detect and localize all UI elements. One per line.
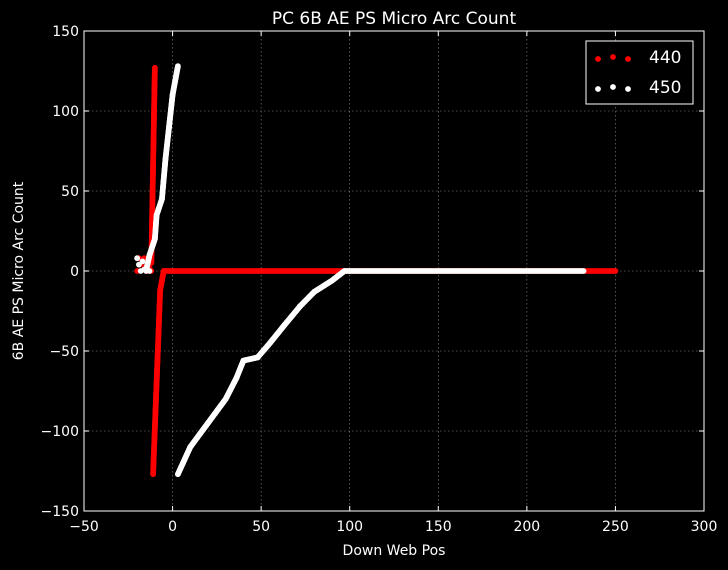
data-point [580, 268, 587, 274]
x-axis-label: Down Web Pos [343, 543, 446, 559]
y-tick-label: −150 [41, 504, 79, 520]
data-point [146, 268, 153, 274]
x-tick-label: 100 [336, 519, 363, 535]
y-tick-label: 150 [52, 24, 79, 40]
legend-marker-440 [595, 54, 631, 62]
legend-marker-dot [610, 84, 616, 90]
x-tick-label: 150 [425, 519, 452, 535]
data-point [139, 258, 146, 265]
x-tick-label: 0 [168, 519, 177, 535]
y-tick-label: 50 [61, 184, 79, 200]
legend-marker-dot [625, 56, 631, 62]
legend-marker-dot [595, 86, 601, 92]
legend-marker-450 [595, 84, 631, 92]
series-layer [134, 63, 619, 478]
data-point [141, 266, 148, 273]
x-tick-label: −50 [69, 519, 99, 535]
y-tick-label: −50 [49, 344, 79, 360]
legend-label-450: 450 [649, 78, 681, 98]
legend-label-440: 440 [649, 48, 681, 68]
data-point [144, 260, 151, 266]
chart-title: PC 6B AE PS Micro Arc Count [272, 9, 517, 29]
series-450 [134, 63, 587, 478]
ticks: −50 0 50 100 150 200 250 300 −150 −100 −50 0 50 100 15… [41, 24, 718, 535]
x-tick-label: 300 [691, 519, 718, 535]
y-axis-label: 6B AE PS Micro Arc Count [11, 181, 27, 360]
legend: 440 450 [585, 40, 694, 105]
data-point [134, 255, 141, 262]
data-point [174, 63, 181, 70]
x-tick-label: 50 [252, 519, 270, 535]
data-point [612, 268, 619, 274]
y-tick-label: 0 [70, 264, 79, 280]
legend-marker-dot [625, 86, 631, 92]
legend-marker-dot [610, 54, 616, 60]
legend-box [585, 40, 694, 105]
y-tick-label: 100 [52, 104, 79, 120]
data-point [151, 64, 158, 71]
y-tick-label: −100 [41, 424, 79, 440]
legend-marker-dot [595, 56, 601, 62]
x-tick-label: 200 [513, 519, 540, 535]
x-tick-label: 250 [602, 519, 629, 535]
